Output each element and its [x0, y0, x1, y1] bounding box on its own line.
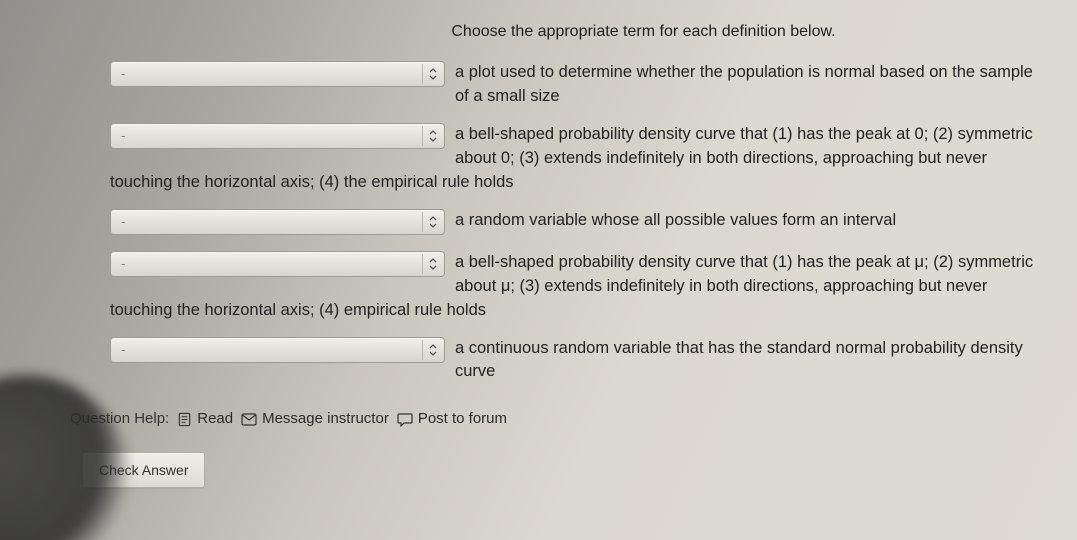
term-dropdown-1[interactable]: [110, 61, 445, 87]
match-item: a bell-shaped probability density curve …: [110, 251, 1047, 323]
definition-text: a plot used to determine whether the pop…: [455, 63, 1033, 105]
chevron-updown-icon: [422, 64, 442, 84]
message-label: Message instructor: [262, 408, 389, 430]
chevron-updown-icon: [422, 212, 442, 232]
match-item: a random variable whose all possible val…: [110, 209, 1047, 237]
document-icon: [177, 412, 192, 427]
post-forum-link[interactable]: Post to forum: [397, 408, 507, 430]
read-label: Read: [197, 408, 233, 430]
definition-text: a random variable whose all possible val…: [455, 211, 896, 229]
term-dropdown-4[interactable]: [110, 251, 445, 277]
match-item: a bell-shaped probability density curve …: [110, 123, 1047, 195]
speech-bubble-icon: [397, 412, 413, 427]
chevron-updown-icon: [422, 254, 442, 274]
forum-label: Post to forum: [418, 408, 507, 430]
term-dropdown-3[interactable]: [110, 209, 445, 235]
envelope-icon: [241, 413, 257, 426]
help-label: Question Help:: [70, 408, 169, 430]
chevron-updown-icon: [422, 340, 442, 360]
match-item: a plot used to determine whether the pop…: [110, 61, 1047, 109]
read-link[interactable]: Read: [177, 408, 233, 430]
instruction-text: Choose the appropriate term for each def…: [240, 20, 1047, 43]
match-item: a continuous random variable that has th…: [110, 337, 1047, 385]
question-help-row: Question Help: Read Message instructor P…: [70, 408, 1047, 430]
term-dropdown-2[interactable]: [110, 123, 445, 149]
message-instructor-link[interactable]: Message instructor: [241, 408, 389, 430]
term-dropdown-5[interactable]: [110, 337, 445, 363]
chevron-updown-icon: [422, 126, 442, 146]
definition-text: a continuous random variable that has th…: [455, 339, 1023, 381]
check-answer-button[interactable]: Check Answer: [82, 452, 205, 488]
